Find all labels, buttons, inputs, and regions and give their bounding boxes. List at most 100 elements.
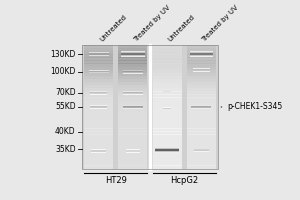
FancyBboxPatch shape [118, 101, 147, 104]
FancyBboxPatch shape [118, 122, 147, 125]
FancyBboxPatch shape [84, 131, 113, 135]
FancyBboxPatch shape [123, 71, 143, 72]
FancyBboxPatch shape [121, 56, 145, 57]
FancyBboxPatch shape [187, 138, 216, 141]
Text: Untreated: Untreated [167, 14, 196, 43]
FancyBboxPatch shape [187, 82, 216, 85]
FancyBboxPatch shape [190, 53, 213, 54]
FancyBboxPatch shape [118, 113, 147, 116]
FancyBboxPatch shape [118, 110, 147, 113]
FancyBboxPatch shape [153, 48, 181, 51]
FancyBboxPatch shape [187, 76, 216, 79]
FancyBboxPatch shape [84, 54, 113, 58]
FancyBboxPatch shape [187, 159, 216, 162]
FancyBboxPatch shape [187, 45, 216, 48]
FancyBboxPatch shape [84, 144, 113, 147]
FancyBboxPatch shape [118, 76, 147, 79]
FancyBboxPatch shape [84, 73, 113, 76]
FancyBboxPatch shape [153, 159, 181, 162]
FancyBboxPatch shape [118, 67, 147, 70]
FancyBboxPatch shape [190, 51, 213, 52]
FancyBboxPatch shape [153, 60, 181, 64]
FancyBboxPatch shape [123, 72, 143, 73]
FancyBboxPatch shape [118, 134, 147, 138]
FancyBboxPatch shape [118, 79, 147, 82]
FancyBboxPatch shape [187, 73, 216, 76]
FancyBboxPatch shape [155, 148, 179, 149]
FancyBboxPatch shape [84, 88, 113, 92]
FancyBboxPatch shape [118, 60, 147, 64]
FancyBboxPatch shape [155, 149, 179, 150]
FancyBboxPatch shape [118, 91, 147, 95]
Text: HT29: HT29 [105, 176, 127, 185]
FancyBboxPatch shape [84, 70, 113, 73]
FancyBboxPatch shape [187, 131, 216, 135]
FancyBboxPatch shape [84, 63, 113, 67]
FancyBboxPatch shape [153, 101, 181, 104]
Text: 40KD: 40KD [55, 127, 76, 136]
FancyBboxPatch shape [155, 151, 179, 152]
FancyBboxPatch shape [187, 113, 216, 116]
Text: Treated by UV: Treated by UV [201, 4, 240, 43]
FancyBboxPatch shape [190, 55, 213, 56]
FancyBboxPatch shape [187, 128, 216, 132]
FancyBboxPatch shape [153, 70, 181, 73]
FancyBboxPatch shape [187, 67, 216, 70]
FancyBboxPatch shape [84, 97, 113, 101]
FancyBboxPatch shape [118, 116, 147, 119]
FancyBboxPatch shape [84, 119, 113, 122]
FancyBboxPatch shape [187, 97, 216, 101]
FancyBboxPatch shape [118, 54, 147, 58]
FancyBboxPatch shape [118, 153, 147, 156]
FancyBboxPatch shape [153, 141, 181, 144]
FancyBboxPatch shape [153, 54, 181, 58]
FancyBboxPatch shape [187, 63, 216, 67]
FancyBboxPatch shape [88, 55, 109, 56]
FancyBboxPatch shape [118, 104, 147, 107]
FancyBboxPatch shape [121, 51, 145, 52]
FancyBboxPatch shape [118, 165, 147, 169]
FancyBboxPatch shape [118, 82, 147, 85]
FancyBboxPatch shape [153, 88, 181, 92]
FancyBboxPatch shape [118, 138, 147, 141]
FancyBboxPatch shape [121, 52, 145, 53]
Text: 100KD: 100KD [50, 67, 76, 76]
FancyBboxPatch shape [153, 91, 181, 95]
FancyBboxPatch shape [84, 113, 113, 116]
Text: p-CHEK1-S345: p-CHEK1-S345 [221, 102, 283, 111]
FancyBboxPatch shape [118, 162, 147, 166]
FancyBboxPatch shape [84, 82, 113, 85]
FancyBboxPatch shape [84, 57, 113, 61]
FancyBboxPatch shape [187, 116, 216, 119]
Text: 35KD: 35KD [55, 145, 76, 154]
Text: HcpG2: HcpG2 [170, 176, 198, 185]
FancyBboxPatch shape [84, 159, 113, 162]
FancyBboxPatch shape [84, 107, 113, 110]
FancyBboxPatch shape [123, 70, 143, 71]
FancyBboxPatch shape [153, 79, 181, 82]
FancyBboxPatch shape [84, 104, 113, 107]
FancyBboxPatch shape [153, 110, 181, 113]
FancyBboxPatch shape [118, 51, 147, 55]
FancyBboxPatch shape [190, 56, 213, 57]
FancyBboxPatch shape [153, 131, 181, 135]
FancyBboxPatch shape [187, 88, 216, 92]
FancyBboxPatch shape [84, 150, 113, 153]
FancyBboxPatch shape [84, 134, 113, 138]
FancyBboxPatch shape [118, 57, 147, 61]
FancyBboxPatch shape [153, 134, 181, 138]
FancyBboxPatch shape [121, 53, 145, 54]
Text: 130KD: 130KD [50, 50, 76, 59]
FancyBboxPatch shape [187, 51, 216, 55]
FancyBboxPatch shape [118, 128, 147, 132]
FancyBboxPatch shape [118, 159, 147, 162]
FancyBboxPatch shape [118, 73, 147, 76]
FancyBboxPatch shape [187, 144, 216, 147]
FancyBboxPatch shape [153, 85, 181, 88]
FancyBboxPatch shape [84, 51, 113, 55]
FancyBboxPatch shape [84, 85, 113, 88]
FancyBboxPatch shape [84, 165, 113, 169]
FancyBboxPatch shape [118, 85, 147, 88]
FancyBboxPatch shape [118, 97, 147, 101]
FancyBboxPatch shape [84, 116, 113, 119]
